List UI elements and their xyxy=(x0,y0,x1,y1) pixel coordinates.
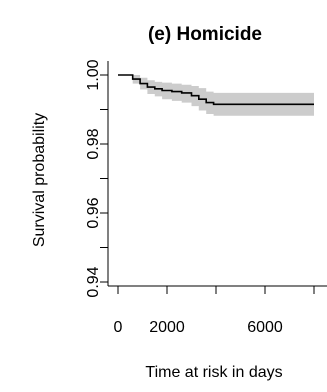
chart-title: (e) Homicide xyxy=(148,24,262,45)
y-tick-label: 1.00 xyxy=(85,59,102,90)
confidence-band-layer xyxy=(118,75,314,116)
x-tick-label: 0 xyxy=(114,319,123,336)
survival-line xyxy=(118,74,314,106)
confidence-band xyxy=(118,75,314,116)
survival-line-layer xyxy=(118,74,314,106)
x-tick-label: 2000 xyxy=(149,319,185,336)
y-tick-label: 0.94 xyxy=(85,266,102,297)
x-tick-label: 6000 xyxy=(247,319,283,336)
y-axis: 0.94 0.96 0.98 1.00 xyxy=(85,59,108,298)
y-axis-label: Survival probability xyxy=(31,113,48,247)
x-axis-label: Time at risk in days xyxy=(145,364,282,381)
y-tick-label: 0.98 xyxy=(85,128,102,159)
x-axis: 0 2000 6000 xyxy=(114,286,315,336)
y-tick-label: 0.96 xyxy=(85,197,102,228)
